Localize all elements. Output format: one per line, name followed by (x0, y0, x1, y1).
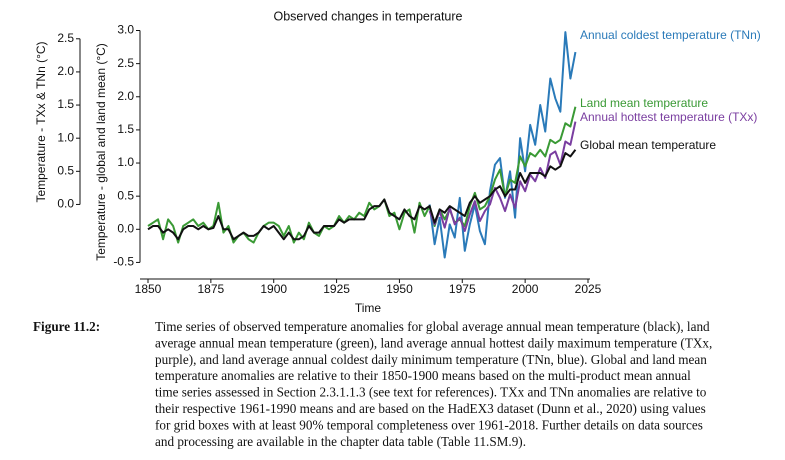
series-label: Annual hottest temperature (TXx) (580, 110, 757, 124)
x-tick-label: 1925 (323, 282, 350, 296)
y-tick-label: 2.0 (117, 89, 134, 103)
y2-axis-title: Temperature - TXx & TNn (°C) (34, 41, 48, 202)
y2-tick-label: 1.0 (57, 130, 74, 144)
x-tick-label: 1850 (135, 282, 162, 296)
y-tick-label: 0.0 (117, 221, 134, 235)
y-tick-label: 0.5 (117, 188, 134, 202)
caption-line: for grid boxes with at least 90% tempora… (155, 417, 703, 432)
series-line (428, 31, 577, 259)
caption-label: Figure 11.2: (33, 319, 100, 334)
series-line (147, 106, 577, 244)
x-tick-label: 1875 (198, 282, 225, 296)
y2-tick-label: 2.0 (57, 64, 74, 78)
caption-line: and processing are available in the chap… (155, 434, 526, 449)
x-tick-label: 1950 (386, 282, 413, 296)
caption-line: Time series of observed temperature anom… (155, 319, 710, 334)
y-axis-title: Temperature - global and land mean (°C) (94, 43, 108, 261)
x-tick-label: 1900 (260, 282, 287, 296)
series-line (147, 149, 577, 241)
y-tick-label: 2.5 (117, 56, 134, 70)
caption-line: temperature anomalies are relative to th… (155, 368, 691, 383)
y2-tick-label: 0.0 (57, 197, 74, 211)
y-tick-label: 3.0 (117, 23, 134, 37)
y2-tick-label: 0.5 (57, 163, 74, 177)
caption-line: their respective 1961-1990 means and are… (155, 401, 706, 416)
chart-title: Observed changes in temperature (274, 9, 463, 23)
y-tick-label: -0.5 (113, 255, 134, 269)
y2-tick-label: 2.5 (57, 31, 74, 45)
caption-line: time series assessed in Section 2.3.1.1.… (155, 385, 707, 400)
series-label: Land mean temperature (580, 96, 708, 110)
x-axis-title: Time (355, 301, 382, 315)
series-label: Annual coldest temperature (TNn) (580, 28, 761, 42)
x-tick-label: 2025 (575, 282, 602, 296)
x-tick-label: 2000 (512, 282, 539, 296)
y-tick-label: 1.5 (117, 122, 134, 136)
y2-tick-label: 1.5 (57, 97, 74, 111)
caption-line: average annual mean temperature (green),… (155, 335, 712, 350)
series-line (428, 121, 577, 232)
y-tick-label: 1.0 (117, 155, 134, 169)
series-label: Global mean temperature (580, 138, 716, 152)
x-tick-label: 1975 (449, 282, 476, 296)
caption-line: purple), and land average annual coldest… (155, 352, 707, 367)
